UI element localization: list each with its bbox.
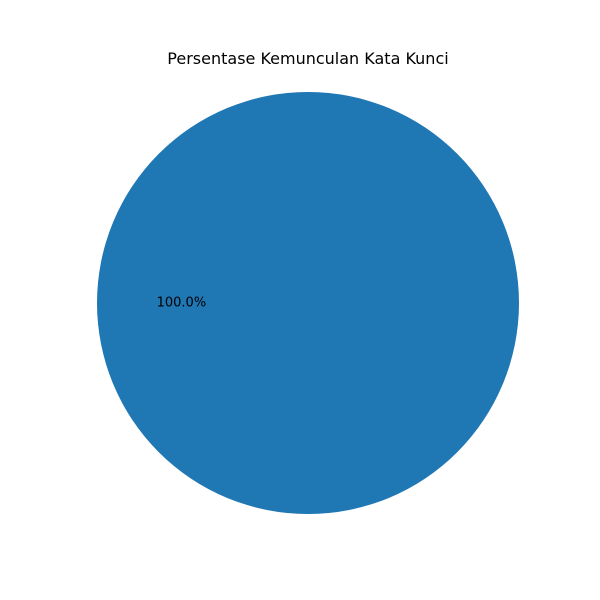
chart-title: Persentase Kemunculan Kata Kunci <box>167 49 448 68</box>
pie-slices <box>97 92 519 514</box>
pie-labels: 100.0% <box>157 296 207 311</box>
pie-slice-label: 100.0% <box>157 296 207 311</box>
pie-slice <box>97 92 519 514</box>
